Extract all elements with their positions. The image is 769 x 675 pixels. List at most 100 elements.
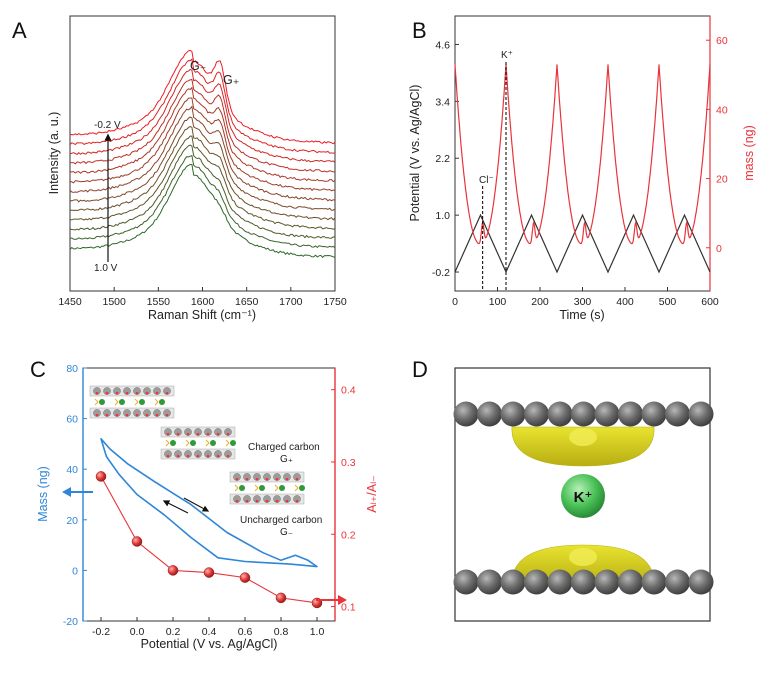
schematic-charge (186, 454, 190, 458)
schematic-atom (113, 387, 121, 395)
schematic-atom (273, 495, 281, 503)
schematic-atom (214, 428, 222, 436)
raman-spectrum-7 (69, 105, 336, 202)
schematic-anion (114, 398, 119, 406)
schematic-atom (233, 495, 241, 503)
schematic-charge (216, 432, 220, 436)
c-xlabel: Potential (V vs. Ag/AgCl) (141, 637, 278, 651)
b-y2tick-label: 60 (716, 35, 728, 47)
carbon-atom (477, 401, 502, 427)
mass-curve (454, 64, 711, 245)
schematic-charge (245, 499, 249, 503)
schematic-atom (143, 387, 151, 395)
carbon-atom (547, 569, 573, 595)
carbon-atom (571, 569, 596, 595)
schematic-atom (153, 409, 161, 417)
schematic-atom (163, 409, 171, 417)
schematic-anion (294, 484, 299, 492)
schematic-charge (105, 413, 109, 417)
schematic-atom (224, 428, 232, 436)
a-label-gplus: G₊ (223, 73, 239, 87)
carbon-atom (524, 401, 549, 427)
carbon-atom (524, 569, 549, 595)
panel-c-label: C (30, 357, 46, 382)
schematic-charge (95, 391, 99, 395)
a-xtick-label: 1650 (235, 296, 259, 308)
schematic-ion (279, 485, 285, 491)
panel-d-label: D (412, 357, 428, 382)
raman-spectrum-4 (69, 135, 336, 230)
ratio-point (95, 471, 107, 482)
b-y2label: mass (ng) (742, 125, 756, 181)
schematic-atom (283, 495, 291, 503)
ratio-point (167, 565, 179, 576)
schematic-ion (230, 440, 236, 446)
schematic-anion (225, 439, 230, 447)
schematic-atom (174, 428, 182, 436)
panel-b-markers (482, 62, 507, 291)
electron-density-top (511, 426, 655, 467)
a-label-top: -0.2 V (94, 120, 121, 131)
graphene-layer-bottom (453, 569, 714, 595)
schematic-charge (235, 477, 239, 481)
c-ytick-label: 80 (66, 363, 78, 375)
schematic-anion (205, 439, 210, 447)
schematic-ion (210, 440, 216, 446)
c-y2tick-label: 0.3 (341, 457, 356, 469)
schematic-ion (259, 485, 265, 491)
graphene-schematic (229, 471, 305, 505)
carbon-atom (665, 401, 690, 427)
b-xtick-label: 400 (616, 296, 634, 308)
schematic-anion (154, 398, 159, 406)
schematic-ion (190, 440, 196, 446)
schematic-atom (263, 473, 271, 481)
c-ytick-label: 20 (66, 515, 78, 527)
a-xtick-label: 1750 (323, 296, 347, 308)
a-xtick-label: 1500 (102, 296, 126, 308)
schematic-atom (283, 473, 291, 481)
schematic-charge (196, 454, 200, 458)
schematic-anion (185, 439, 190, 447)
schematic-layer (89, 407, 175, 419)
b-xtick-label: 100 (489, 296, 507, 308)
ratio-point (239, 572, 251, 583)
schematic-charge (255, 477, 259, 481)
schematic-charge (165, 391, 169, 395)
a-xtick-label: 1600 (191, 296, 215, 308)
schematic-charge (176, 454, 180, 458)
schematic-atom (123, 387, 131, 395)
schematic-charge (145, 391, 149, 395)
panel-a: A 1450 1500 1550 1600 1650 1700 1750 -0.2 V 1.… (12, 15, 347, 322)
schematic-charge (95, 413, 99, 417)
schematic-anion (165, 439, 170, 447)
b-ytick-label: 1.0 (435, 210, 450, 222)
schematic-atom (164, 428, 172, 436)
b-ytick-label: -0.2 (432, 267, 450, 279)
c-xtick-label: 0.4 (202, 626, 217, 638)
c-schematics (89, 385, 305, 505)
schematic-charge (145, 413, 149, 417)
schematic-ion (139, 399, 145, 405)
schematic-charge (125, 391, 129, 395)
schematic-atom (133, 409, 141, 417)
ratio-point (275, 592, 287, 604)
c-xtick-label: 0.6 (238, 626, 253, 638)
ratio-point (203, 567, 215, 578)
schematic-atom (163, 387, 171, 395)
b-xtick-label: 600 (701, 296, 719, 308)
c-arrows (62, 487, 347, 605)
schematic-ion (119, 399, 125, 405)
carbon-atom (453, 569, 479, 595)
c-ytick-label: 40 (66, 464, 78, 476)
schematic-charge (166, 432, 170, 436)
sweep-arrow-back (162, 500, 189, 514)
schematic-charge (265, 477, 269, 481)
schematic-atom (184, 428, 192, 436)
schematic-charge (125, 413, 129, 417)
potassium-ion (561, 474, 605, 518)
a-xtick-label: 1450 (58, 296, 82, 308)
schematic-charge (216, 454, 220, 458)
ratio-point (131, 536, 143, 547)
raman-spectrum-8 (69, 97, 336, 192)
